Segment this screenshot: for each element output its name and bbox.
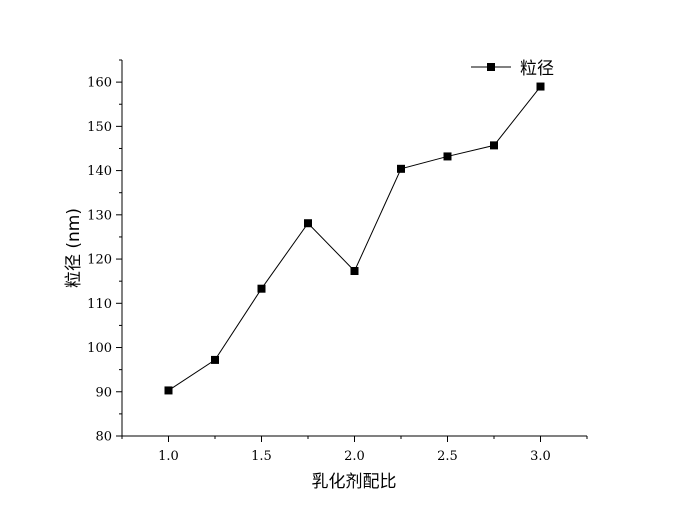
y-tick-label: 100 (87, 341, 112, 356)
y-ticks: 80 90 100 110 120 130 140 150 160 (87, 59, 122, 445)
data-point (397, 164, 405, 173)
y-tick-label: 160 (87, 76, 112, 91)
x-tick-label: 1.5 (251, 449, 272, 464)
data-point (164, 386, 173, 395)
data-point (257, 284, 266, 293)
x-tick-label: 2.5 (437, 449, 458, 464)
y-axis-title: 粒径 (nm) (64, 208, 84, 288)
legend-marker (487, 63, 495, 71)
y-tick-label: 80 (95, 430, 112, 445)
data-point (536, 82, 545, 91)
data-point (350, 267, 359, 276)
y-tick-label: 120 (87, 253, 112, 268)
legend: 粒径 (471, 59, 554, 79)
data-point (443, 152, 452, 161)
x-tick-label: 1.0 (158, 449, 179, 464)
data-point (211, 355, 219, 364)
x-tick-label: 3.0 (530, 449, 551, 464)
y-tick-label: 90 (95, 385, 112, 400)
x-tick-label: 2.0 (344, 449, 365, 464)
y-tick-label: 150 (87, 120, 112, 135)
x-ticks: 1.0 1.5 2.0 2.5 3.0 (121, 436, 588, 464)
x-axis-title: 乳化剂配比 (312, 472, 397, 492)
y-tick-label: 140 (87, 164, 112, 179)
data-point (304, 219, 312, 228)
y-tick-label: 110 (87, 297, 112, 312)
legend-label: 粒径 (520, 59, 554, 79)
data-point (490, 141, 498, 150)
y-tick-label: 130 (87, 208, 112, 223)
series-layer (164, 82, 545, 395)
series-line (168, 86, 541, 391)
